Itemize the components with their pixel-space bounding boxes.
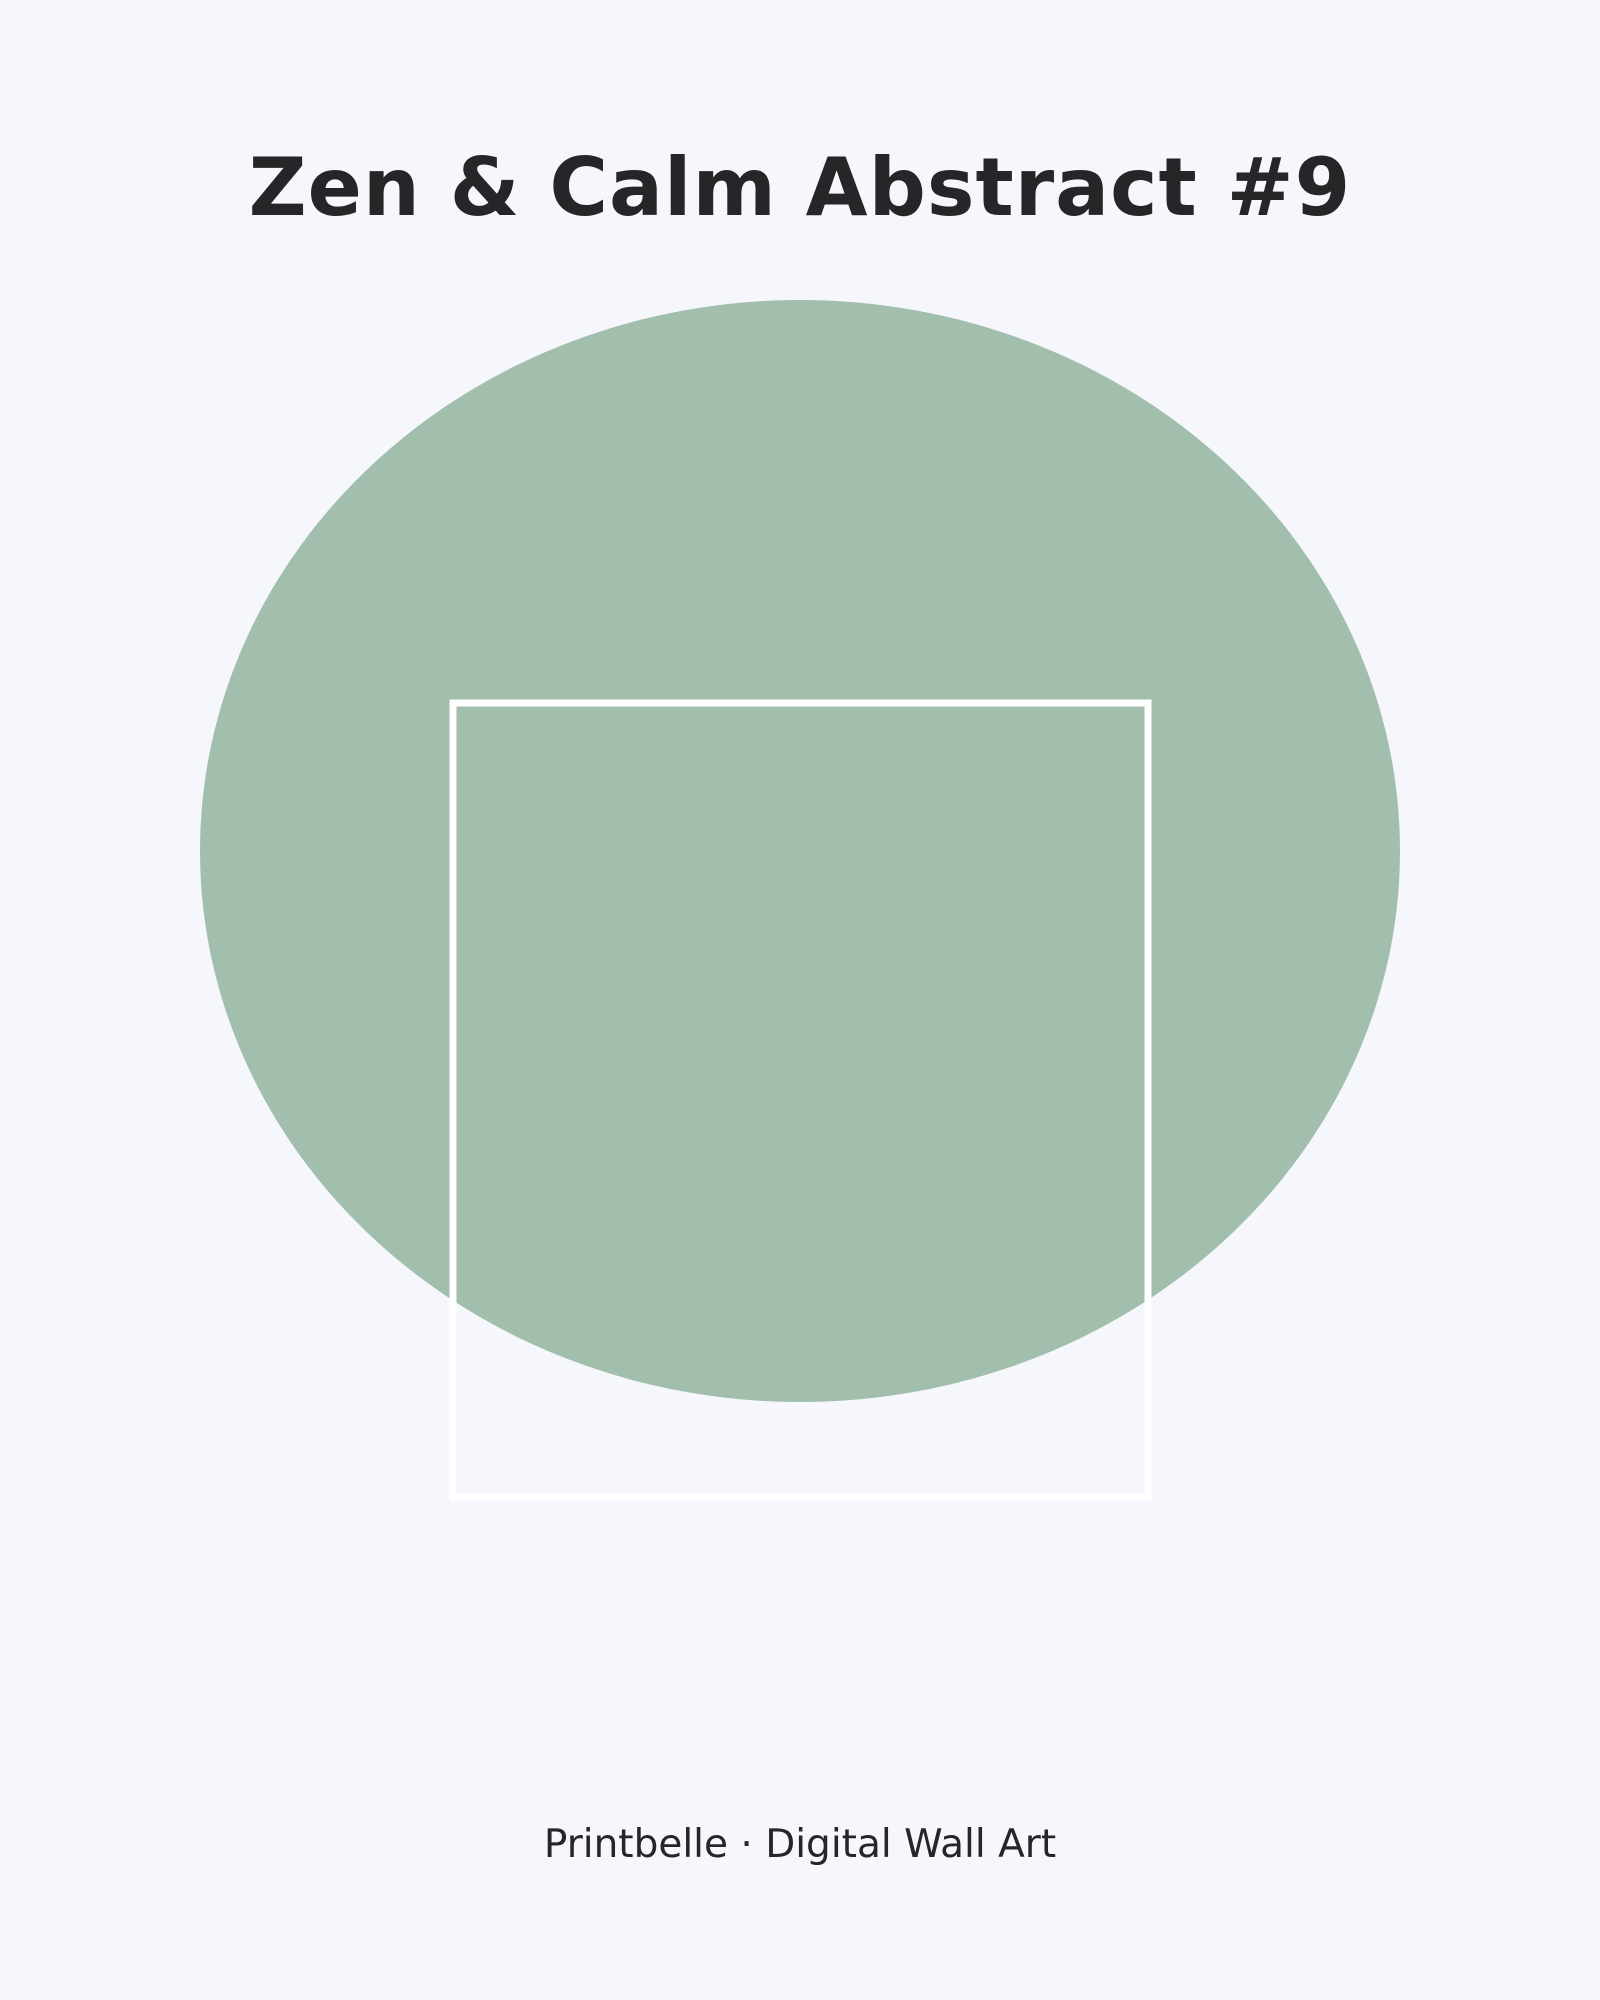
brand-footer: Printbelle · Digital Wall Art — [543, 1822, 1057, 1867]
white-square-frame — [449, 699, 1152, 1501]
poster-title: Zen & Calm Abstract #9 — [248, 141, 1352, 234]
green-circle-shape — [200, 300, 1400, 1402]
